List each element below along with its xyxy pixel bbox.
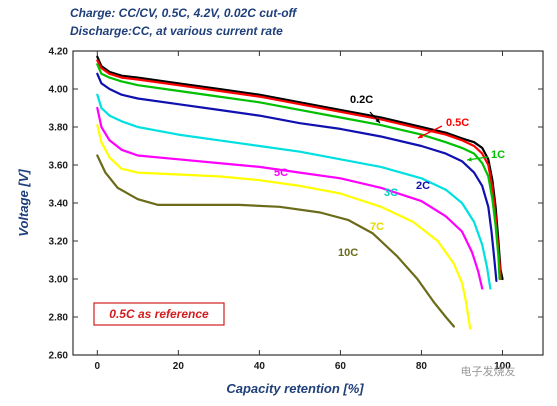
y-tick-label: 2.80 [49,313,69,324]
series-line-1c [96,63,501,281]
series-label-5c: 5C [274,167,288,179]
x-tick-label: 40 [254,361,266,372]
reference-note-box [93,302,225,326]
y-tick-label: 3.40 [49,199,69,210]
series-label-1c: 1C [491,149,505,161]
x-tick-label: 80 [416,361,428,372]
x-tick-label: 20 [173,361,185,372]
label-arrow-head [418,134,423,138]
series-line-2c [96,72,498,282]
series-line-7c [96,124,472,330]
series-label-3c: 3C [384,187,398,199]
series-line-10c [96,154,455,328]
series-line-5c [96,106,484,290]
series-label-0-2c: 0.2C [350,94,373,106]
reference-note: 0.5C as reference [109,307,209,321]
series-layer [96,55,504,330]
y-tick-label: 3.80 [49,123,69,134]
y-tick-label: 3.20 [49,237,69,248]
label-arrow-head [375,118,380,123]
y-tick-label: 4.20 [49,47,69,58]
y-tick-label: 3.00 [49,275,69,286]
axes-layer: 2.60 2.80 3.00 3.20 3.40 3.60 3.80 4.00 4.20 0 20 4… [49,47,543,372]
x-tick-label: 100 [494,361,511,372]
x-tick-label: 0 [95,361,101,372]
series-label-7c: 7C [370,221,384,233]
series-label-10c: 10C [338,247,358,259]
header-line-2: Discharge:CC, at various current rate [70,24,283,38]
x-axis-title: Capacity retention [%] [226,381,364,396]
y-tick-label: 2.60 [49,351,69,362]
watermark: 电子发烧友 [461,364,516,378]
series-label-0-5c: 0.5C [446,117,469,129]
y-tick-label: 4.00 [49,85,69,96]
y-axis-title: Voltage [V] [16,169,31,237]
header-line-1: Charge: CC/CV, 0.5C, 4.2V, 0.02C cut-off [70,6,297,20]
x-tick-label: 60 [335,361,347,372]
series-labels: 0.2C 0.5C 1C 2C 3C 5C 7C 10C [274,94,505,259]
y-tick-label: 3.60 [49,161,69,172]
series-label-2c: 2C [416,180,430,192]
label-arrow-head [467,157,472,162]
series-line-3c [96,93,492,290]
series-line-0-5c [96,59,502,281]
